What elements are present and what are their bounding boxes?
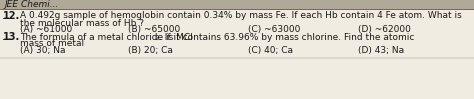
Text: (C) ~63000: (C) ~63000 <box>248 25 301 34</box>
Text: A 0.492g sample of hemoglobin contain 0.34% by mass Fe. If each Hb contain 4 Fe : A 0.492g sample of hemoglobin contain 0.… <box>20 11 462 20</box>
Text: 2: 2 <box>155 36 159 41</box>
Text: the molecular mass of Hb ?: the molecular mass of Hb ? <box>20 19 144 28</box>
Text: (D) 43; Na: (D) 43; Na <box>358 46 404 55</box>
Text: mass of metal: mass of metal <box>20 40 84 49</box>
Text: (A) ~61000: (A) ~61000 <box>20 25 72 34</box>
Text: (C) 40; Ca: (C) 40; Ca <box>248 46 293 55</box>
Text: . If it contains 63.96% by mass chlorine. Find the atomic: . If it contains 63.96% by mass chlorine… <box>159 32 414 41</box>
Text: The formula of a metal chloride is MCl: The formula of a metal chloride is MCl <box>20 32 193 41</box>
Text: 12.: 12. <box>3 11 20 21</box>
Text: (B) 20; Ca: (B) 20; Ca <box>128 46 173 55</box>
Text: 13.: 13. <box>3 32 20 42</box>
Text: JEE Chemi...: JEE Chemi... <box>4 0 58 9</box>
Text: (A) 30; Na: (A) 30; Na <box>20 46 65 55</box>
Bar <box>0 0 474 9</box>
Text: (D) ~62000: (D) ~62000 <box>358 25 411 34</box>
Text: (B) ~65000: (B) ~65000 <box>128 25 180 34</box>
